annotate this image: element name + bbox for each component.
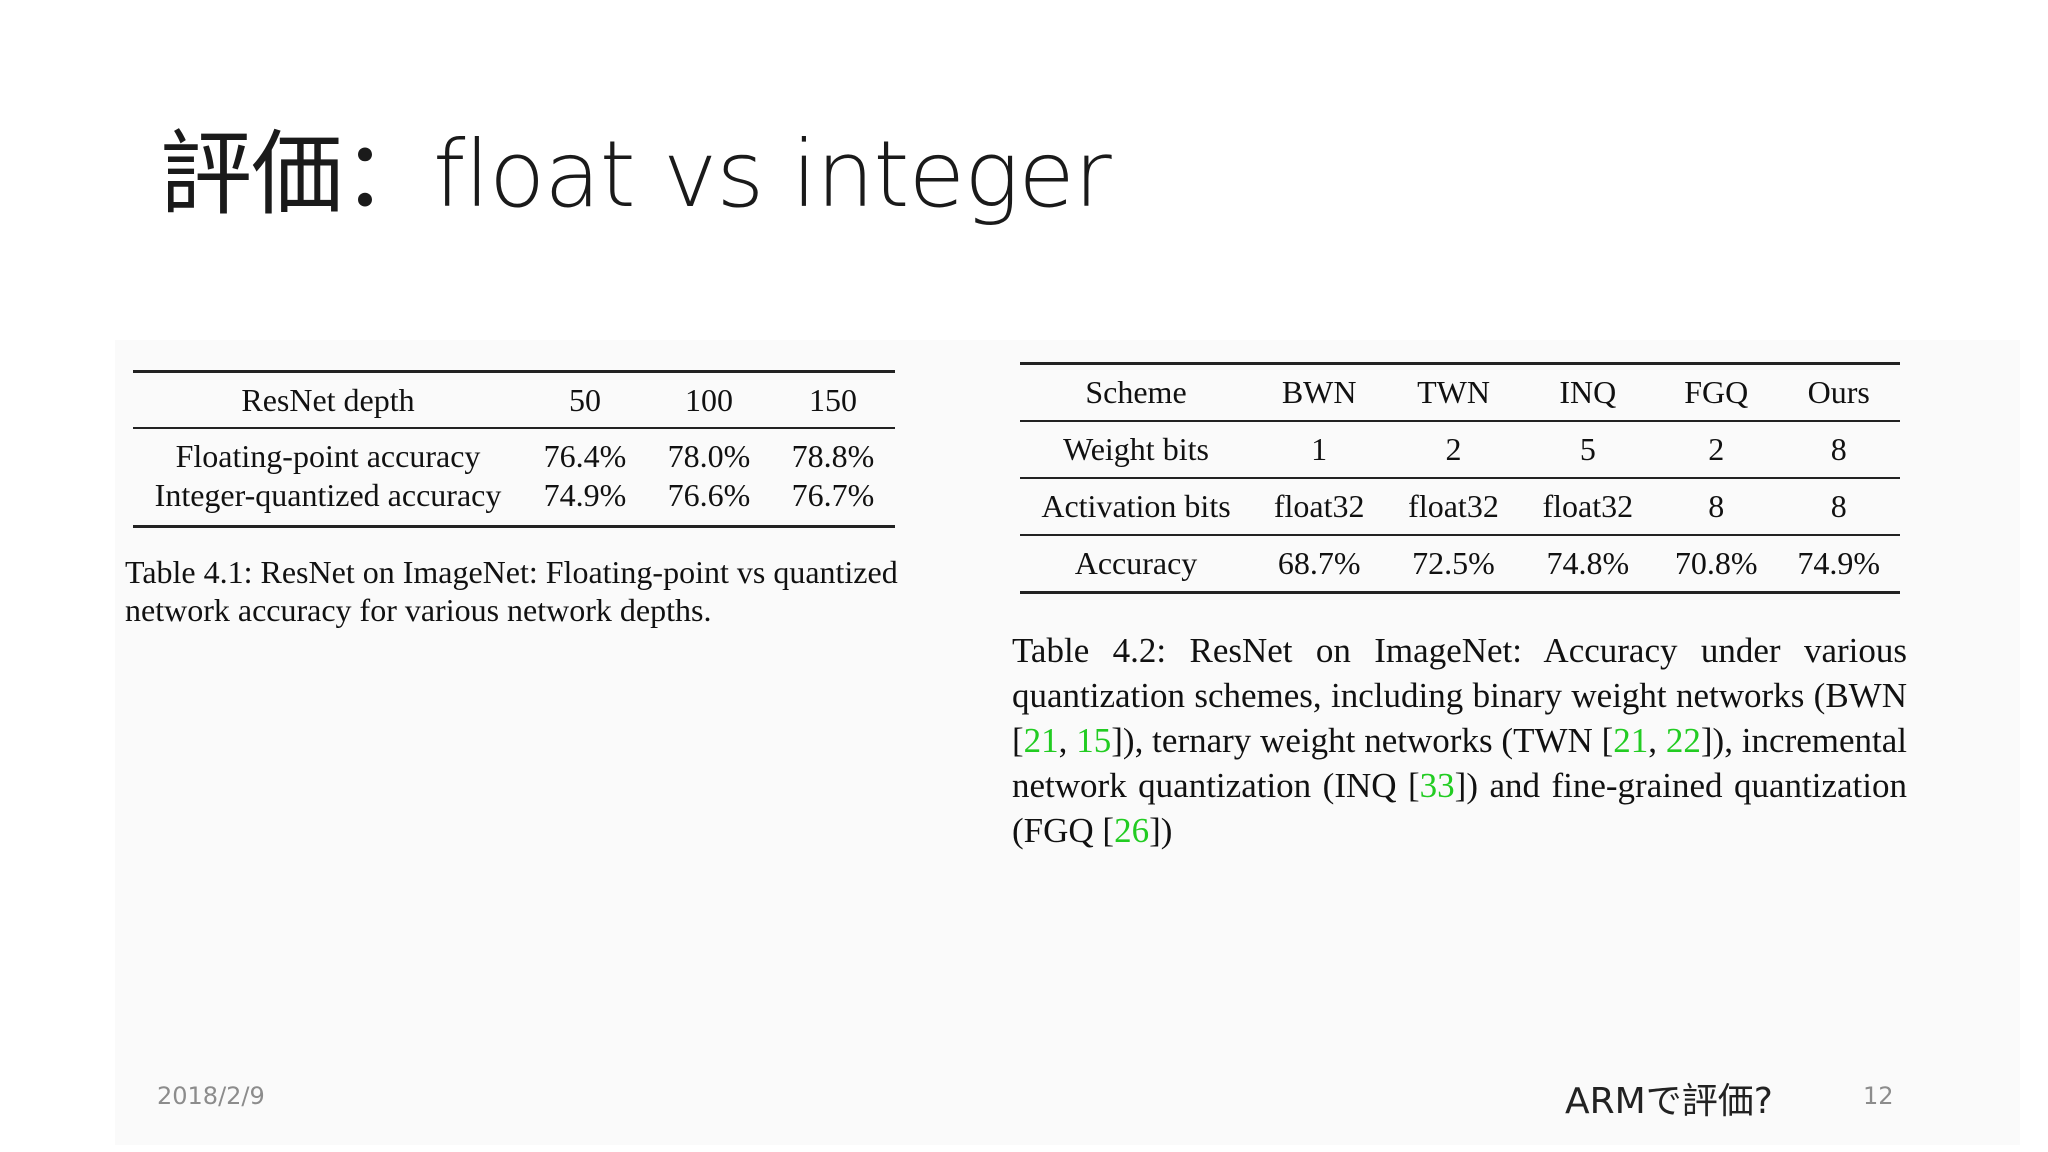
quantization-scheme-table: Scheme BWN TWN INQ FGQ Ours Weight bits … (1020, 362, 1900, 594)
caption-text: , (1058, 721, 1077, 760)
caption-text: ]) and fine-grained quantization (FGQ [ (1012, 766, 1907, 850)
header-cell: BWN (1281, 374, 1357, 410)
row-label: Weight bits (1063, 431, 1209, 467)
header-cell: FGQ (1684, 374, 1749, 410)
header-cell: 50 (569, 381, 601, 418)
table-cell: 2 (1708, 431, 1725, 467)
table-cell: 68.7% (1277, 545, 1361, 581)
row-label: Floating-point accuracy (175, 438, 481, 474)
header-cell: Scheme (1085, 374, 1187, 410)
table-row: Accuracy 68.7% 72.5% 74.8% 70.8% 74.9% (1020, 535, 1900, 593)
table-row: Activation bits float32 float32 float32 … (1020, 478, 1900, 535)
table-cell: 76.6% (667, 477, 751, 513)
table-header-row: Scheme BWN TWN INQ FGQ Ours (1020, 363, 1900, 421)
caption-text: ]), ternary weight networks (TWN [ (1111, 721, 1614, 760)
table-cell: 78.8% (791, 438, 875, 474)
table-cell: 78.0% (667, 438, 751, 474)
content-background (115, 340, 2020, 1145)
header-cell: ResNet depth (241, 381, 415, 418)
caption-text: Table 4.2: ResNet on ImageNet: Accuracy … (1012, 631, 1907, 760)
table-cell: float32 (1542, 488, 1634, 524)
row-label: Accuracy (1074, 545, 1198, 581)
header-cell: Ours (1807, 374, 1870, 410)
table-cell: 8 (1830, 488, 1847, 524)
citation-link[interactable]: 15 (1076, 721, 1112, 760)
resnet-depth-table: ResNet depth 50 100 150 Floating-point a… (133, 370, 895, 528)
citation-link[interactable]: 33 (1419, 766, 1455, 805)
header-cell: 150 (809, 381, 857, 418)
table-cell: 5 (1579, 431, 1596, 467)
row-label: Activation bits (1041, 488, 1231, 524)
table1-caption: Table 4.1: ResNet on ImageNet: Floating-… (125, 554, 898, 628)
table-cell: 74.9% (1797, 545, 1881, 581)
header-cell: INQ (1559, 374, 1617, 410)
table-cell: 72.5% (1412, 545, 1495, 581)
table-cell: 74.9% (543, 477, 627, 513)
table-row: Weight bits 1 2 5 2 8 (1020, 421, 1900, 478)
table-cell: 8 (1830, 431, 1847, 467)
footer-text: ARMで評価? (1565, 1081, 1773, 1122)
caption-text: ]) (1149, 811, 1173, 850)
table-cell: 70.8% (1674, 545, 1758, 581)
table-cell: 76.4% (543, 438, 627, 474)
citation-link[interactable]: 26 (1114, 811, 1150, 850)
citation-link[interactable]: 21 (1613, 721, 1649, 760)
table-cell: float32 (1273, 488, 1365, 524)
header-cell: TWN (1417, 374, 1490, 410)
slide-title: 評価：float vs integer (160, 121, 1112, 228)
table-row: Floating-point accuracy 76.4% 78.0% 78.8… (133, 428, 895, 476)
table-cell: 74.8% (1546, 545, 1630, 581)
caption-text: ]), incremental network quantization (IN… (1012, 721, 1907, 805)
table2-caption: Table 4.2: ResNet on ImageNet: Accuracy … (1012, 628, 1907, 853)
footer-date: 2018/2/9 (157, 1082, 265, 1110)
table-header-row: ResNet depth 50 100 150 (133, 371, 895, 428)
table-cell: float32 (1408, 488, 1499, 524)
table-cell: 2 (1445, 431, 1462, 467)
table-cell: 76.7% (791, 477, 875, 513)
caption-text: , (1648, 721, 1666, 760)
header-cell: 100 (685, 381, 733, 418)
citation-link[interactable]: 21 (1023, 721, 1059, 760)
table-cell: 8 (1708, 488, 1725, 524)
page-number: 12 (1863, 1082, 1894, 1110)
table-cell: 1 (1311, 431, 1328, 467)
table-row: Integer-quantized accuracy 74.9% 76.6% 7… (133, 476, 895, 527)
citation-link[interactable]: 22 (1665, 721, 1701, 760)
row-label: Integer-quantized accuracy (154, 477, 502, 513)
